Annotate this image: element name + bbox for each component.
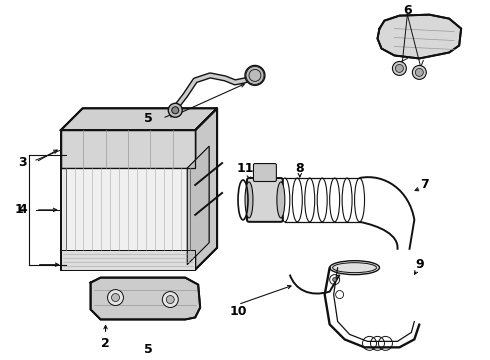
Circle shape: [112, 293, 120, 302]
Circle shape: [392, 62, 406, 75]
Ellipse shape: [277, 182, 285, 218]
Circle shape: [245, 66, 265, 85]
Polygon shape: [61, 130, 195, 168]
Circle shape: [162, 292, 178, 307]
Circle shape: [413, 66, 426, 80]
Circle shape: [107, 289, 123, 306]
Circle shape: [172, 107, 179, 114]
Text: 4: 4: [19, 203, 27, 216]
Circle shape: [416, 68, 423, 76]
Text: 5: 5: [144, 343, 153, 356]
Text: 10: 10: [229, 305, 247, 318]
Polygon shape: [61, 130, 195, 270]
Circle shape: [168, 103, 182, 117]
Polygon shape: [91, 278, 200, 319]
Polygon shape: [61, 108, 217, 130]
Text: 2: 2: [101, 337, 110, 350]
Text: 5: 5: [144, 112, 153, 125]
Polygon shape: [61, 250, 195, 270]
Text: 3: 3: [19, 156, 27, 168]
Circle shape: [395, 64, 403, 72]
Ellipse shape: [330, 261, 379, 275]
Polygon shape: [195, 108, 217, 270]
Circle shape: [166, 296, 174, 303]
Polygon shape: [187, 146, 209, 265]
FancyBboxPatch shape: [247, 178, 283, 222]
Ellipse shape: [245, 182, 253, 218]
Text: 8: 8: [295, 162, 304, 175]
Text: 6: 6: [403, 4, 412, 17]
Circle shape: [333, 278, 337, 282]
Polygon shape: [377, 15, 461, 58]
Polygon shape: [66, 168, 190, 250]
Text: 1: 1: [15, 203, 23, 216]
Text: 9: 9: [415, 258, 424, 271]
FancyBboxPatch shape: [253, 163, 276, 181]
Text: 11: 11: [236, 162, 254, 175]
Text: 7: 7: [420, 179, 429, 192]
